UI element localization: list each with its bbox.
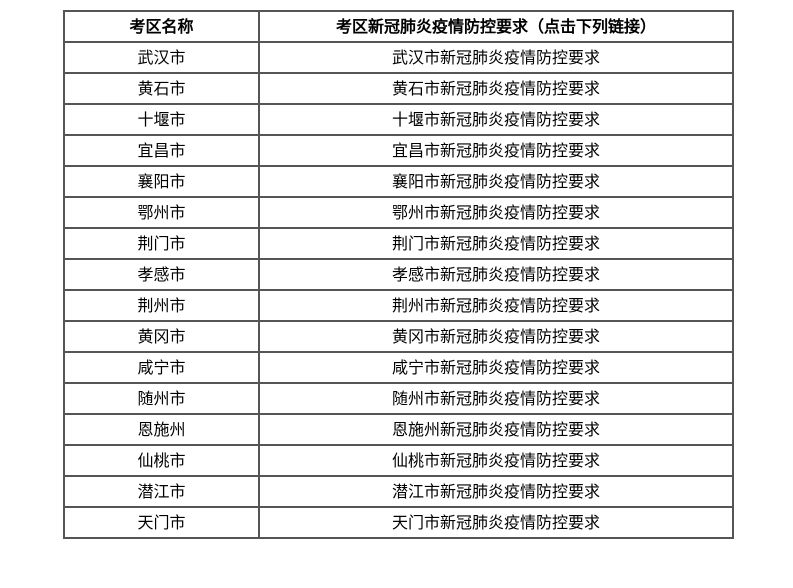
region-cell: 荆州市 <box>63 289 260 322</box>
requirements-link[interactable]: 孝感市新冠肺炎疫情防控要求 <box>258 258 734 291</box>
table-row: 天门市 天门市新冠肺炎疫情防控要求 <box>63 506 734 539</box>
table-row: 黄冈市 黄冈市新冠肺炎疫情防控要求 <box>63 320 734 353</box>
requirements-link[interactable]: 黄冈市新冠肺炎疫情防控要求 <box>258 320 734 353</box>
region-cell: 恩施州 <box>63 413 260 446</box>
header-requirements: 考区新冠肺炎疫情防控要求（点击下列链接） <box>258 10 734 43</box>
table-row: 潜江市 潜江市新冠肺炎疫情防控要求 <box>63 475 734 508</box>
epidemic-requirements-table: 考区名称 考区新冠肺炎疫情防控要求（点击下列链接） 武汉市 武汉市新冠肺炎疫情防控… <box>63 10 734 539</box>
region-cell: 荆门市 <box>63 227 260 260</box>
region-cell: 黄冈市 <box>63 320 260 353</box>
requirements-link[interactable]: 十堰市新冠肺炎疫情防控要求 <box>258 103 734 136</box>
requirements-link[interactable]: 鄂州市新冠肺炎疫情防控要求 <box>258 196 734 229</box>
table-row: 咸宁市 咸宁市新冠肺炎疫情防控要求 <box>63 351 734 384</box>
requirements-link[interactable]: 恩施州新冠肺炎疫情防控要求 <box>258 413 734 446</box>
requirements-link[interactable]: 襄阳市新冠肺炎疫情防控要求 <box>258 165 734 198</box>
table-row: 宜昌市 宜昌市新冠肺炎疫情防控要求 <box>63 134 734 167</box>
region-cell: 鄂州市 <box>63 196 260 229</box>
table-row: 荆门市 荆门市新冠肺炎疫情防控要求 <box>63 227 734 260</box>
table-row: 黄石市 黄石市新冠肺炎疫情防控要求 <box>63 72 734 105</box>
region-cell: 随州市 <box>63 382 260 415</box>
region-cell: 黄石市 <box>63 72 260 105</box>
table-row: 鄂州市 鄂州市新冠肺炎疫情防控要求 <box>63 196 734 229</box>
table-row: 襄阳市 襄阳市新冠肺炎疫情防控要求 <box>63 165 734 198</box>
table-row: 十堰市 十堰市新冠肺炎疫情防控要求 <box>63 103 734 136</box>
requirements-link[interactable]: 武汉市新冠肺炎疫情防控要求 <box>258 41 734 74</box>
region-cell: 仙桃市 <box>63 444 260 477</box>
requirements-link[interactable]: 宜昌市新冠肺炎疫情防控要求 <box>258 134 734 167</box>
table-row: 武汉市 武汉市新冠肺炎疫情防控要求 <box>63 41 734 74</box>
table-row: 荆州市 荆州市新冠肺炎疫情防控要求 <box>63 289 734 322</box>
region-cell: 十堰市 <box>63 103 260 136</box>
region-cell: 咸宁市 <box>63 351 260 384</box>
region-cell: 宜昌市 <box>63 134 260 167</box>
region-cell: 孝感市 <box>63 258 260 291</box>
region-cell: 襄阳市 <box>63 165 260 198</box>
region-cell: 武汉市 <box>63 41 260 74</box>
requirements-link[interactable]: 潜江市新冠肺炎疫情防控要求 <box>258 475 734 508</box>
requirements-link[interactable]: 随州市新冠肺炎疫情防控要求 <box>258 382 734 415</box>
table-row: 恩施州 恩施州新冠肺炎疫情防控要求 <box>63 413 734 446</box>
requirements-link[interactable]: 荆州市新冠肺炎疫情防控要求 <box>258 289 734 322</box>
requirements-link[interactable]: 仙桃市新冠肺炎疫情防控要求 <box>258 444 734 477</box>
requirements-link[interactable]: 天门市新冠肺炎疫情防控要求 <box>258 506 734 539</box>
requirements-link[interactable]: 荆门市新冠肺炎疫情防控要求 <box>258 227 734 260</box>
requirements-link[interactable]: 黄石市新冠肺炎疫情防控要求 <box>258 72 734 105</box>
region-cell: 潜江市 <box>63 475 260 508</box>
table-row: 随州市 随州市新冠肺炎疫情防控要求 <box>63 382 734 415</box>
header-row: 考区名称 考区新冠肺炎疫情防控要求（点击下列链接） <box>63 10 734 43</box>
header-region: 考区名称 <box>63 10 260 43</box>
table-row: 仙桃市 仙桃市新冠肺炎疫情防控要求 <box>63 444 734 477</box>
region-cell: 天门市 <box>63 506 260 539</box>
table-row: 孝感市 孝感市新冠肺炎疫情防控要求 <box>63 258 734 291</box>
requirements-link[interactable]: 咸宁市新冠肺炎疫情防控要求 <box>258 351 734 384</box>
